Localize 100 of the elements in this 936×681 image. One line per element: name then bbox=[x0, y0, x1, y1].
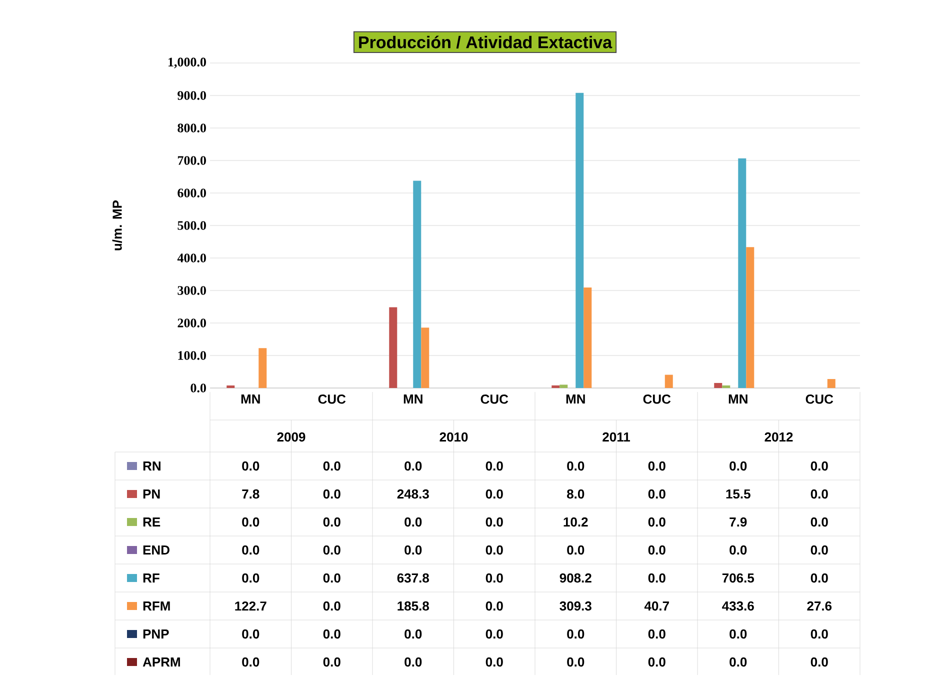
x-tick-label: MN bbox=[728, 394, 748, 404]
bar bbox=[421, 328, 430, 388]
legend-label: APRM bbox=[142, 658, 180, 666]
legend-label: PNP bbox=[143, 630, 169, 638]
data-label: 0.0 bbox=[648, 461, 666, 471]
bar bbox=[258, 348, 267, 388]
x-tick-label: MN bbox=[566, 394, 585, 404]
text: 2011 bbox=[602, 432, 630, 442]
data-label: 0.0 bbox=[648, 573, 666, 583]
data-label: 0.0 bbox=[486, 489, 503, 499]
data-label: 40.7 bbox=[644, 601, 669, 611]
data-label: 0.0 bbox=[486, 629, 503, 639]
legend-label: RE bbox=[143, 518, 160, 526]
bar bbox=[389, 307, 398, 388]
bar bbox=[746, 247, 754, 388]
y-tick-label: 400.0 bbox=[177, 254, 206, 262]
data-label: 10.2 bbox=[564, 517, 588, 527]
bar bbox=[584, 287, 592, 388]
data-label: 0.0 bbox=[242, 461, 260, 471]
y-tick-label: 1,000.0 bbox=[168, 58, 206, 68]
bar bbox=[413, 180, 422, 388]
data-label: 0.0 bbox=[730, 657, 747, 667]
data-label: 0.0 bbox=[323, 573, 340, 583]
legend-label: RFM bbox=[143, 602, 170, 610]
data-label: 0.0 bbox=[648, 489, 666, 499]
data-label: 0.0 bbox=[404, 545, 422, 555]
data-label: 0.0 bbox=[404, 657, 422, 667]
y-tick-label: 700.0 bbox=[178, 156, 206, 165]
legend-label: END bbox=[143, 546, 170, 554]
data-label: 0.0 bbox=[242, 573, 260, 583]
x-tick-label: MN bbox=[404, 394, 422, 404]
data-label: 0.0 bbox=[648, 657, 666, 667]
y-tick-label: 0.0 bbox=[190, 384, 206, 392]
data-label: 8.0 bbox=[567, 489, 584, 499]
x-tick-label: CUC bbox=[480, 394, 508, 404]
data-label: 0.0 bbox=[486, 517, 503, 527]
text: 2009 bbox=[277, 432, 306, 442]
data-label: 0.0 bbox=[567, 545, 584, 555]
data-label: 0.0 bbox=[323, 629, 340, 639]
data-label: 248.3 bbox=[397, 489, 429, 499]
data-label: 706.5 bbox=[722, 573, 754, 583]
data-label: 433.6 bbox=[722, 601, 754, 611]
data-label: 0.0 bbox=[810, 545, 828, 555]
data-label: 309.3 bbox=[560, 601, 592, 611]
data-label: 122.7 bbox=[235, 601, 266, 611]
legend-label: RF bbox=[143, 574, 160, 582]
data-label: 0.0 bbox=[323, 517, 340, 527]
data-label: 0.0 bbox=[730, 545, 747, 555]
bar bbox=[714, 382, 722, 388]
data-label: 0.0 bbox=[242, 545, 260, 555]
data-label: 0.0 bbox=[810, 657, 828, 667]
data-label: 0.0 bbox=[323, 461, 340, 471]
data-label: 908.2 bbox=[560, 573, 592, 583]
y-tick-label: 300.0 bbox=[178, 286, 206, 295]
text: 2010 bbox=[440, 432, 468, 442]
y-tick-label: 900.0 bbox=[178, 91, 206, 100]
data-label: 0.0 bbox=[486, 573, 503, 583]
bar bbox=[560, 384, 568, 388]
data-label: 0.0 bbox=[648, 629, 666, 639]
chart-title: Producción / Atividad Extactiva bbox=[359, 36, 612, 49]
data-label: 0.0 bbox=[567, 657, 584, 667]
data-label: 27.6 bbox=[807, 601, 832, 611]
data-label: 185.8 bbox=[398, 601, 429, 611]
data-label: 0.0 bbox=[242, 657, 260, 667]
y-tick-label: 600.0 bbox=[178, 188, 206, 198]
data-label: 0.0 bbox=[730, 461, 747, 471]
data-label: 637.8 bbox=[397, 573, 429, 583]
data-label: 0.0 bbox=[242, 629, 260, 639]
data-label: 15.5 bbox=[726, 489, 750, 499]
bar bbox=[576, 92, 584, 388]
y-tick-label: 100.0 bbox=[178, 351, 206, 360]
data-label: 0.0 bbox=[404, 629, 422, 639]
data-label: 0.0 bbox=[486, 545, 503, 555]
data-label: 0.0 bbox=[730, 629, 747, 639]
data-label: 7.8 bbox=[242, 489, 260, 499]
data-label: 0.0 bbox=[810, 517, 828, 527]
bar bbox=[722, 385, 730, 388]
x-tick-label: CUC bbox=[643, 394, 671, 404]
data-label: 0.0 bbox=[323, 545, 340, 555]
data-label: 0.0 bbox=[486, 657, 503, 667]
data-label: 0.0 bbox=[810, 461, 828, 471]
bar bbox=[226, 385, 235, 388]
text: 2012 bbox=[764, 432, 793, 442]
y-tick-label: 800.0 bbox=[178, 124, 206, 132]
y-axis-title: u/m. MP bbox=[112, 200, 122, 250]
data-label: 0.0 bbox=[404, 517, 422, 527]
data-label: 0.0 bbox=[648, 545, 666, 555]
bar bbox=[552, 385, 560, 388]
data-label: 0.0 bbox=[323, 601, 340, 611]
data-label: 0.0 bbox=[648, 517, 666, 527]
data-label: 0.0 bbox=[404, 461, 422, 471]
data-label: 0.0 bbox=[323, 489, 340, 499]
x-tick-label: MN bbox=[241, 394, 260, 404]
data-label: 0.0 bbox=[323, 657, 340, 667]
bar bbox=[664, 374, 673, 388]
data-label: 0.0 bbox=[567, 461, 584, 471]
data-label: 0.0 bbox=[486, 461, 503, 471]
bar bbox=[738, 158, 746, 388]
data-label: 0.0 bbox=[810, 489, 828, 499]
y-tick-label: 200.0 bbox=[178, 318, 206, 328]
